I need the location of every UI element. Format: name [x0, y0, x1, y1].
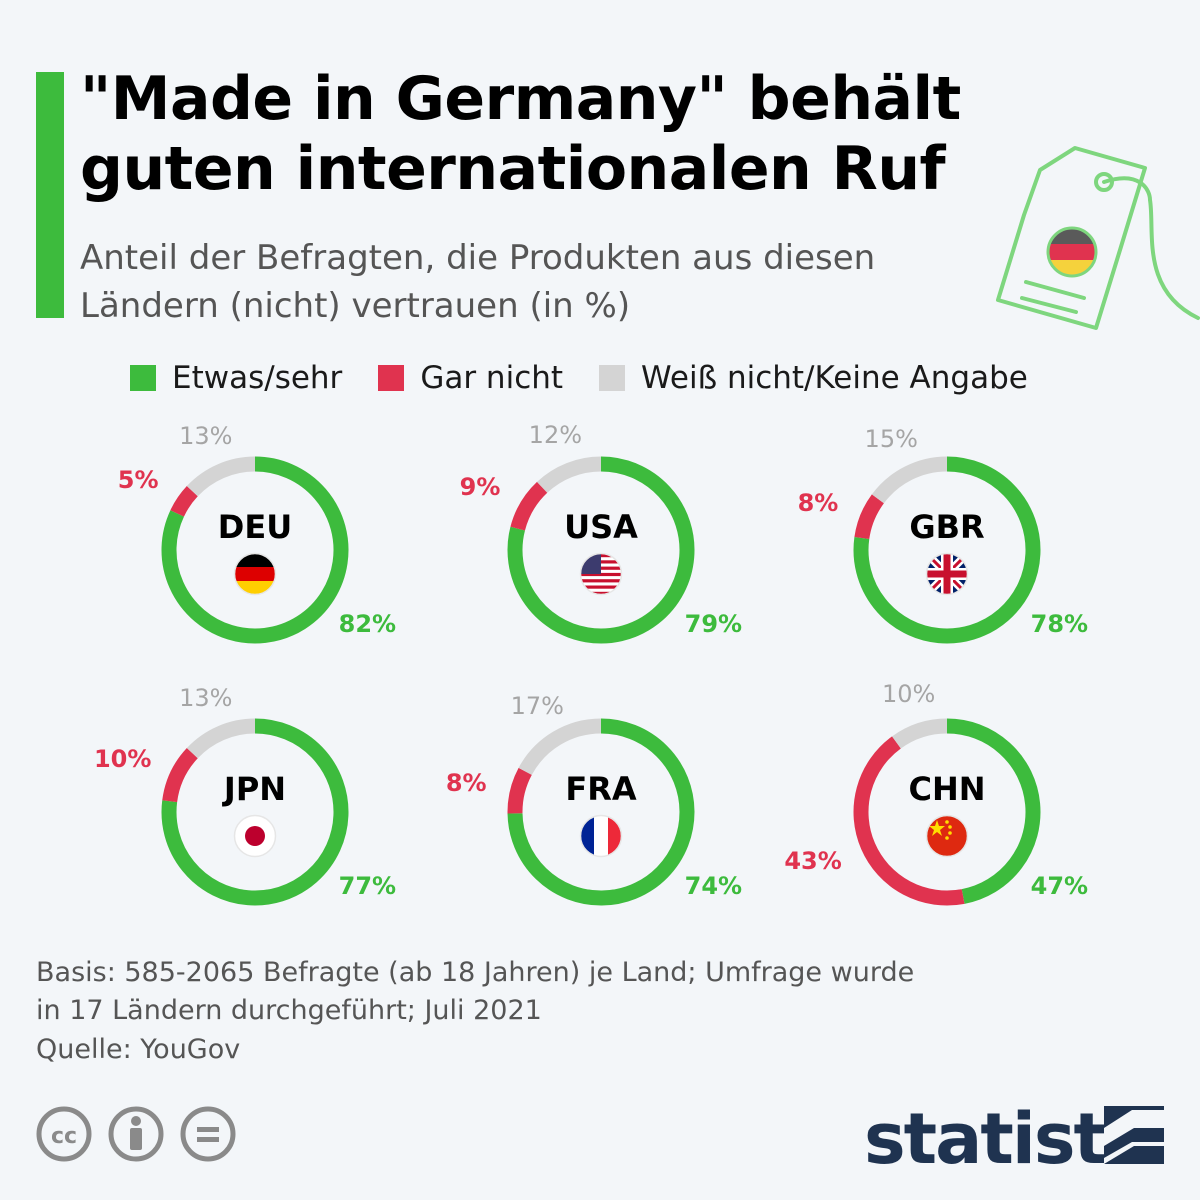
flag-us-icon: [579, 552, 623, 596]
country-code: USA: [564, 508, 638, 546]
donut-segment-no-trust: [510, 481, 548, 531]
donut-svg: [853, 456, 1041, 644]
legend-label-unknown: Weiß nicht/Keine Angabe: [641, 360, 1028, 396]
data-label-unknown: 17%: [510, 691, 564, 720]
flag-gb-icon: [925, 552, 969, 596]
data-label-trust: 79%: [684, 609, 743, 638]
donut-svg: [507, 456, 695, 644]
legend-item-trust: Etwas/sehr: [130, 360, 342, 396]
country-code: DEU: [217, 508, 293, 546]
donut-segment-trust: [161, 718, 349, 906]
flag-de-icon: [233, 552, 277, 596]
donut-chart-deu: 82% 5% 13% DEU: [118, 420, 396, 680]
data-label-no-trust: 9%: [459, 472, 501, 501]
donut-segment-unknown: [186, 718, 256, 759]
donut-segment-trust: [507, 718, 695, 906]
donut-segment-trust: [853, 456, 1041, 644]
country-code: JPN: [223, 770, 287, 808]
donut-chart-gbr: 78% 8% 15% GBR: [798, 420, 1088, 680]
page-subtitle: Anteil der Befragten, die Produkten aus …: [80, 238, 876, 326]
legend: Etwas/sehr Gar nicht Weiß nicht/Keine An…: [130, 356, 1064, 400]
flag-cn-icon: [925, 814, 969, 858]
country-code: GBR: [909, 508, 985, 546]
flag-fr-icon: [579, 814, 623, 858]
data-label-trust: 74%: [684, 871, 743, 900]
legend-item-no-trust: Gar nicht: [378, 360, 563, 396]
data-label-trust: 78%: [1030, 609, 1089, 638]
attribution-icon: [108, 1106, 164, 1162]
data-label-trust: 47%: [1030, 871, 1089, 900]
statista-logo-icon: [1104, 1106, 1164, 1164]
donut-segment-no-trust: [507, 767, 532, 814]
donut-segment-no-trust: [162, 747, 198, 803]
donut-segment-unknown: [536, 456, 602, 493]
data-label-no-trust: 5%: [117, 466, 159, 495]
donut-svg: [853, 718, 1041, 906]
source-note: Quelle: YouGov: [36, 1034, 241, 1065]
donut-segment-no-trust: [170, 485, 198, 517]
donut-chart-chn: 47% 43% 10% CHN: [784, 680, 1088, 942]
footnote: Basis: 585-2065 Befragte (ab 18 Jahren) …: [36, 957, 915, 1026]
donut-chart-fra: 74% 8% 17% FRA: [446, 682, 742, 942]
donut-segment-no-trust: [854, 494, 885, 540]
donut-segment-no-trust: [853, 736, 965, 906]
data-label-no-trust: 8%: [797, 488, 839, 517]
legend-label-no-trust: Gar nicht: [420, 360, 564, 396]
data-label-unknown: 13%: [179, 684, 233, 713]
donut-segment-trust: [507, 456, 695, 644]
cc-icon: cc: [36, 1106, 92, 1162]
donut-chart-usa: 79% 9% 12% USA: [460, 420, 742, 680]
donut-segment-unknown: [518, 718, 602, 776]
data-label-unknown: 10%: [882, 680, 936, 709]
flag-jp-icon: [233, 814, 277, 858]
legend-swatch-no-trust: [378, 365, 405, 391]
data-label-unknown: 15%: [864, 425, 918, 454]
data-label-unknown: 12%: [528, 420, 583, 449]
data-label-trust: 82%: [338, 609, 397, 638]
legend-swatch-unknown: [599, 365, 626, 391]
donut-segment-trust: [946, 718, 1041, 904]
legend-label-trust: Etwas/sehr: [172, 360, 343, 396]
donut-segment-unknown: [892, 718, 948, 749]
svg-text:cc: cc: [51, 1124, 77, 1149]
country-code: CHN: [908, 770, 986, 808]
no-derivatives-icon: [180, 1106, 236, 1162]
donut-segment-trust: [161, 456, 349, 644]
data-label-unknown: 13%: [179, 422, 233, 451]
data-label-no-trust: 43%: [784, 847, 842, 876]
title-accent-bar: [36, 72, 64, 318]
data-label-no-trust: 10%: [93, 745, 152, 774]
legend-item-unknown: Weiß nicht/Keine Angabe: [599, 360, 1028, 396]
country-code: FRA: [565, 770, 637, 808]
donut-svg: [161, 456, 349, 644]
price-tag-icon: [996, 146, 1200, 330]
donut-svg: [161, 718, 349, 906]
donut-segment-unknown: [871, 456, 948, 504]
donut-chart-jpn: 77% 10% 13% JPN: [94, 682, 396, 942]
donut-segment-unknown: [186, 456, 256, 497]
legend-swatch-trust: [130, 365, 156, 391]
donut-svg: [507, 718, 695, 906]
data-label-no-trust: 8%: [445, 768, 487, 797]
data-label-trust: 77%: [338, 871, 397, 900]
page-title: "Made in Germany" behält guten internati…: [80, 64, 961, 204]
